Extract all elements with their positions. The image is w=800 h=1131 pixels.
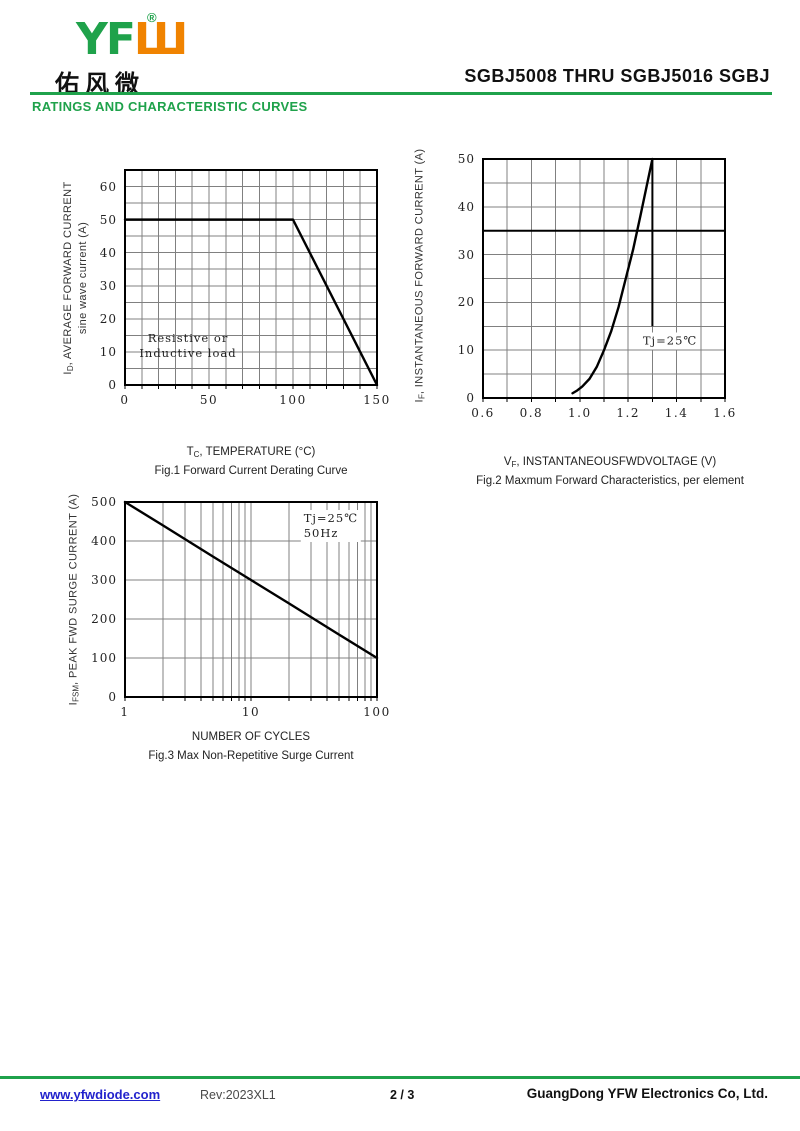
chart-fig1-derating: 0 50 100 150 0 10 20 30 40 50 60 Resistive or Induc…: [100, 169, 389, 407]
y-tick-label: 200: [91, 612, 117, 626]
vf-if-curve: [571, 157, 654, 395]
chart-fig2-forward-characteristics: 0.6 0.8 1.0 1.2 1.4 1.6 0 10 20 30 40 50 Tj=25℃: [458, 152, 736, 420]
y-tick-label: 500: [91, 495, 117, 509]
logo-text-green: YF: [76, 14, 136, 65]
x-tick-label: 1.2: [616, 406, 640, 420]
x-tick-label: 0: [120, 393, 130, 407]
brand-logo: YFШ: [76, 18, 188, 62]
x-tick-label: 100: [279, 393, 307, 407]
surge-curve: [123, 500, 379, 660]
y-tick-label: 0: [108, 690, 117, 704]
part-number-title: SGBJ5008 THRU SGBJ5016 SGBJ: [464, 66, 770, 86]
y-tick-label: 10: [457, 343, 475, 358]
x-tick-label: 1.4: [664, 406, 689, 420]
y-tick-label: 60: [99, 179, 117, 194]
chart-plot: [482, 157, 726, 402]
x-tick-label: 1.6: [713, 406, 737, 420]
fig2-yaxis-symbol: I: [413, 399, 426, 403]
footer-company: GuangDong YFW Electronics Co, Ltd.: [526, 1086, 768, 1101]
x-tick-label: 0.6: [471, 406, 495, 420]
chart-fig3-surge-current: 1 10 100 0 100 200 300 400 500 Tj=25℃ 50Hz: [91, 495, 389, 719]
fig3-caption: NUMBER OF CYCLES Fig.3 Max Non-Repetitiv…: [126, 729, 376, 764]
registered-trademark-icon: ®: [147, 10, 157, 25]
y-tick-label: 100: [91, 651, 117, 665]
y-tick-label: 40: [99, 245, 117, 260]
fig2-caption: VF, INSTANTANEOUSFWDVOLTAGE (V) Fig.2 Ma…: [465, 454, 755, 489]
y-tick-label: 400: [91, 534, 117, 548]
chart-annotation: Tj=25℃ 50Hz: [300, 510, 362, 543]
section-title: RATINGS AND CHARACTERISTIC CURVES: [32, 99, 308, 114]
footer-page-number: 2 / 3: [390, 1088, 415, 1102]
y-tick-label: 30: [457, 247, 475, 262]
fig1-xaxis-caption: TC, TEMPERATURE (°C): [186, 446, 316, 459]
x-tick-label: 1: [120, 705, 130, 719]
chart-annotation: Resistive or Inductive load: [139, 331, 237, 361]
fig1-yaxis-symbol: I: [62, 371, 74, 375]
y-tick-label: 20: [99, 311, 117, 326]
y-tick-label: 0: [466, 391, 475, 405]
y-tick-label: 50: [457, 152, 475, 166]
fig1-yaxis-label: ID, AVERAGE FORWARD CURRENT sine wave cu…: [62, 181, 89, 375]
derating-curve: [123, 218, 379, 387]
x-tick-label: 50: [199, 393, 219, 407]
fig2-xaxis-caption: VF, INSTANTANEOUSFWDVOLTAGE (V): [503, 456, 717, 469]
y-tick-label: 0: [108, 378, 117, 392]
fig3-xaxis-caption: NUMBER OF CYCLES: [191, 731, 311, 743]
x-tick-label: 150: [363, 393, 391, 407]
x-tick-label: 10: [241, 705, 261, 719]
fig2-yaxis-label: IF, INSTANTANEOUS FORWARD CURRENT (A): [413, 148, 427, 403]
x-tick-label: 0.8: [519, 406, 544, 420]
chart-plot: [123, 169, 379, 389]
chart-annotation: Tj=25℃: [639, 332, 701, 350]
fig1-caption: TC, TEMPERATURE (°C) Fig.1 Forward Curre…: [126, 444, 376, 479]
y-tick-label: 30: [99, 278, 117, 293]
y-tick-label: 20: [457, 295, 475, 310]
y-tick-label: 10: [99, 344, 117, 359]
fig3-yaxis-label: IFSM, PEAK FWD SURGE CURRENT (A): [67, 493, 81, 706]
fig3-yaxis-symbol: I: [67, 701, 80, 706]
x-tick-label: 100: [363, 705, 391, 719]
footer-url-link[interactable]: www.yfwdiode.com: [40, 1087, 161, 1102]
fig1-title: Fig.1 Forward Current Derating Curve: [154, 465, 348, 477]
y-tick-label: 40: [457, 199, 475, 214]
y-tick-label: 300: [91, 573, 117, 587]
fig2-title: Fig.2 Maxmum Forward Characteristics, pe…: [476, 475, 744, 487]
logo-w-icon: Ш: [133, 14, 188, 65]
fig1-yaxis-label-line2: sine wave current (A): [77, 221, 89, 335]
x-tick-label: 1.0: [568, 406, 592, 420]
y-tick-label: 50: [99, 212, 117, 227]
footer-revision: Rev:2023XL1: [200, 1088, 276, 1102]
header-divider: [30, 92, 772, 95]
footer-divider: [0, 1076, 800, 1079]
fig3-title: Fig.3 Max Non-Repetitive Surge Current: [148, 750, 354, 762]
